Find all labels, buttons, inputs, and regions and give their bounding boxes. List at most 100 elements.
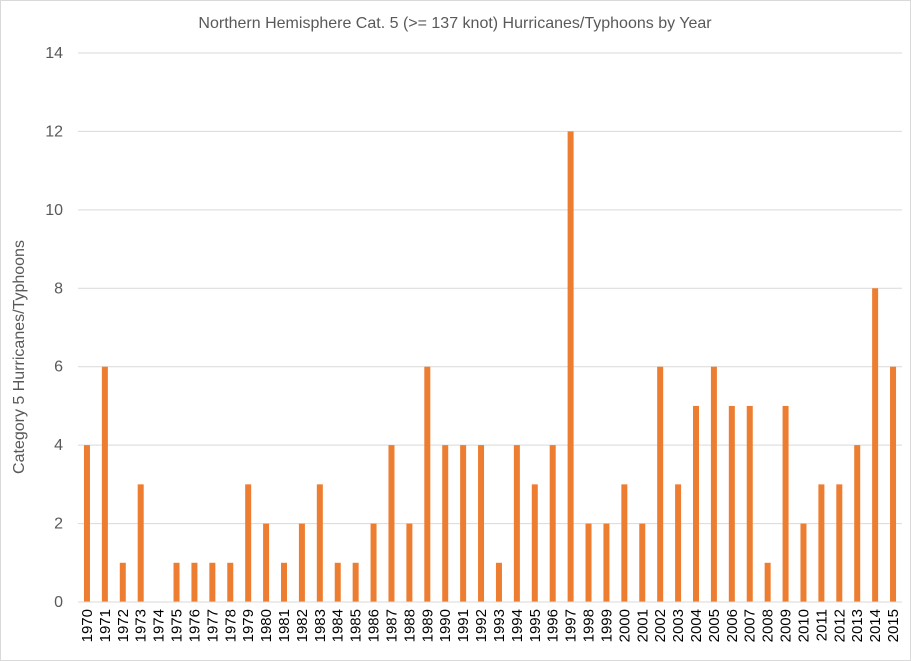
bar-1998 <box>585 523 592 602</box>
bar-1992 <box>478 445 485 602</box>
x-tick-label: 1998 <box>581 609 598 642</box>
bar-1994 <box>513 445 520 602</box>
y-tick-label: 6 <box>54 359 63 376</box>
x-tick-label: 1985 <box>348 609 365 642</box>
bar-2014 <box>872 288 879 602</box>
bar-1987 <box>388 445 395 602</box>
x-tick-label: 2013 <box>849 609 866 642</box>
x-tick-label: 2014 <box>867 609 884 642</box>
x-tick-label: 1991 <box>455 609 472 642</box>
y-tick-label: 0 <box>54 594 63 611</box>
y-tick-label: 14 <box>45 45 63 62</box>
bar-1972 <box>119 562 126 602</box>
x-tick-label: 1975 <box>169 609 186 642</box>
x-tick-label: 2006 <box>724 609 741 642</box>
x-tick-label: 2002 <box>652 609 669 642</box>
x-tick-label: 2004 <box>688 609 705 642</box>
bar-2006 <box>728 405 735 602</box>
x-tick-label: 1996 <box>545 609 562 642</box>
x-axis-ticks: 1970 1971 1972 1973 1974 1975 1976 1977 1978 1979… <box>79 609 902 642</box>
x-tick-label: 2015 <box>885 609 902 642</box>
y-tick-label: 12 <box>45 123 63 140</box>
bar-2010 <box>800 523 807 602</box>
x-tick-label: 1982 <box>294 609 311 642</box>
x-tick-label: 1997 <box>563 609 580 642</box>
x-tick-label: 1974 <box>151 609 168 642</box>
bar-2009 <box>782 405 789 602</box>
x-tick-label: 1983 <box>312 609 329 642</box>
x-tick-label: 2000 <box>616 609 633 642</box>
x-tick-label: 1980 <box>258 609 275 642</box>
bar-2012 <box>836 484 843 602</box>
bar-1991 <box>460 445 467 602</box>
bar-1997 <box>567 131 574 602</box>
y-axis-ticks: 0 2 4 6 8 10 12 14 <box>45 45 63 611</box>
x-tick-label: 2010 <box>795 609 812 642</box>
x-tick-label: 1986 <box>366 609 383 642</box>
x-tick-label: 1984 <box>330 609 347 642</box>
bar-1993 <box>495 562 502 602</box>
bar-2002 <box>657 366 664 602</box>
x-tick-label: 1976 <box>186 609 203 642</box>
bar-2008 <box>764 562 771 602</box>
y-tick-label: 10 <box>45 202 63 219</box>
bar-1973 <box>137 484 144 602</box>
bar-1983 <box>316 484 323 602</box>
x-tick-label: 1999 <box>598 609 615 642</box>
y-tick-label: 4 <box>54 437 63 454</box>
bar-1970 <box>83 445 90 602</box>
y-tick-label: 2 <box>54 516 63 533</box>
x-tick-label: 2005 <box>706 609 723 642</box>
bars <box>83 131 897 602</box>
x-tick-label: 1981 <box>276 609 293 642</box>
bar-2011 <box>818 484 825 602</box>
bar-1980 <box>263 523 270 602</box>
bar-1995 <box>531 484 538 602</box>
y-tick-label: 8 <box>54 280 63 297</box>
bar-1989 <box>424 366 431 602</box>
bar-1985 <box>352 562 359 602</box>
x-tick-label: 1990 <box>437 609 454 642</box>
x-tick-label: 2001 <box>634 609 651 642</box>
x-tick-label: 1988 <box>401 609 418 642</box>
x-tick-label: 2012 <box>831 609 848 642</box>
bar-1999 <box>603 523 610 602</box>
bar-2000 <box>621 484 628 602</box>
x-tick-label: 2009 <box>778 609 795 642</box>
x-tick-label: 1972 <box>115 609 132 642</box>
x-tick-label: 1971 <box>97 609 114 642</box>
bar-1986 <box>370 523 377 602</box>
bar-1981 <box>281 562 287 602</box>
chart-title: Northern Hemisphere Cat. 5 (>= 137 knot)… <box>198 15 712 32</box>
bar-2005 <box>710 366 717 602</box>
bar-1984 <box>334 562 341 602</box>
y-axis-label: Category 5 Hurricanes/Typhoons <box>11 240 28 474</box>
bar-1975 <box>173 562 180 602</box>
x-tick-label: 1978 <box>222 609 239 642</box>
x-tick-label: 1970 <box>79 609 96 642</box>
bar-2001 <box>639 523 646 602</box>
bar-2013 <box>854 445 861 602</box>
bar-1978 <box>227 562 234 602</box>
bar-1971 <box>101 366 108 602</box>
bar-1988 <box>406 523 413 602</box>
x-tick-label: 1973 <box>133 609 150 642</box>
x-tick-label: 1993 <box>491 609 508 642</box>
x-tick-label: 1987 <box>383 609 400 642</box>
x-tick-label: 2003 <box>670 609 687 642</box>
x-tick-label: 1992 <box>473 609 490 642</box>
bar-1977 <box>209 562 216 602</box>
bar-1976 <box>191 562 198 602</box>
bar-2007 <box>746 405 753 602</box>
x-tick-label: 1989 <box>419 609 436 642</box>
x-tick-label: 1995 <box>527 609 544 642</box>
x-tick-label: 2007 <box>742 609 759 642</box>
gridlines <box>78 52 902 525</box>
bar-1996 <box>549 445 556 602</box>
bar-1990 <box>442 445 449 602</box>
x-tick-label: 2008 <box>760 609 777 642</box>
x-tick-label: 1979 <box>240 609 257 642</box>
x-tick-label: 1977 <box>204 609 221 642</box>
